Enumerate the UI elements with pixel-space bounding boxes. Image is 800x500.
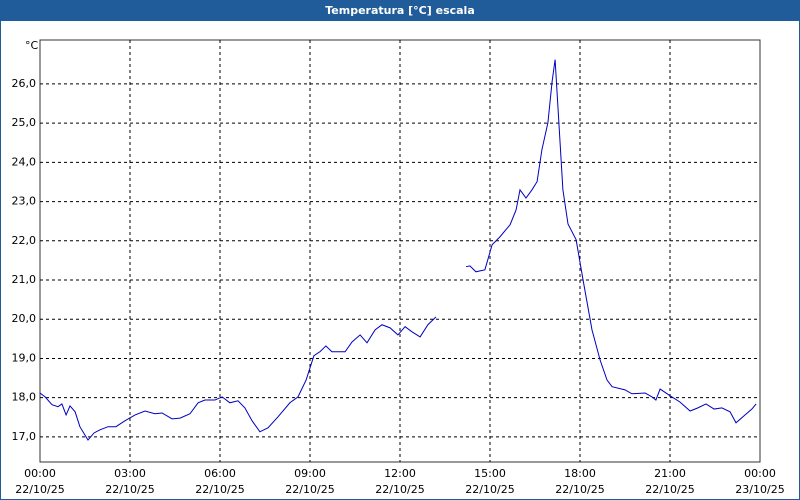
x-tick-date: 22/10/25 xyxy=(645,483,694,496)
chart-title: Temperatura [°C] escala xyxy=(325,4,475,17)
y-tick-label: 24,0 xyxy=(12,155,37,168)
y-tick-label: 22,0 xyxy=(12,234,37,247)
x-tick-label: 21:00 xyxy=(654,467,686,480)
x-tick-date: 22/10/25 xyxy=(15,483,64,496)
y-tick-label: 25,0 xyxy=(12,116,37,129)
x-tick-date: 22/10/25 xyxy=(465,483,514,496)
x-tick-label: 00:00 xyxy=(744,467,776,480)
y-unit: °C xyxy=(25,39,39,52)
data-line xyxy=(39,316,437,441)
x-tick-label: 09:00 xyxy=(294,467,326,480)
x-tick-label: 06:00 xyxy=(204,467,236,480)
y-tick-label: 21,0 xyxy=(12,273,37,286)
y-tick-label: 26,0 xyxy=(12,77,37,90)
title-bar xyxy=(0,0,800,21)
x-tick-label: 00:00 xyxy=(24,467,56,480)
x-tick-label: 18:00 xyxy=(564,467,596,480)
y-tick-label: 18,0 xyxy=(12,391,37,404)
x-tick-date: 22/10/25 xyxy=(555,483,604,496)
x-tick-date: 22/10/25 xyxy=(375,483,424,496)
x-tick-date: 23/10/25 xyxy=(735,483,784,496)
x-tick-date: 22/10/25 xyxy=(195,483,244,496)
x-tick-label: 12:00 xyxy=(384,467,416,480)
y-tick-label: 17,0 xyxy=(12,430,37,443)
x-tick-label: 03:00 xyxy=(114,467,146,480)
y-tick-label: 19,0 xyxy=(12,351,37,364)
data-line xyxy=(465,59,757,424)
x-tick-date: 22/10/25 xyxy=(285,483,334,496)
x-tick-label: 15:00 xyxy=(474,467,506,480)
y-tick-label: 20,0 xyxy=(12,312,37,325)
y-tick-label: 23,0 xyxy=(12,195,37,208)
x-tick-date: 22/10/25 xyxy=(105,483,154,496)
